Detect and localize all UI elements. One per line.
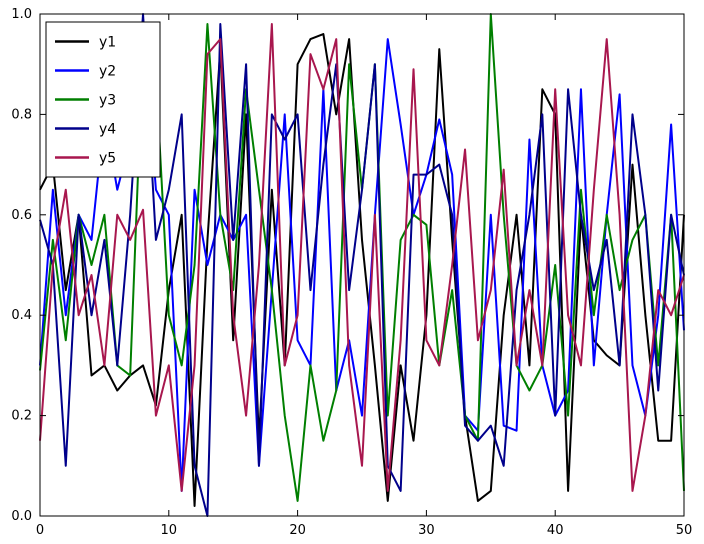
x-tick-label: 10 bbox=[161, 523, 178, 538]
x-tick-label: 30 bbox=[418, 523, 435, 538]
legend-label-y5: y5 bbox=[99, 151, 116, 167]
x-tick-label: 50 bbox=[676, 523, 693, 538]
y-tick-label: 0.6 bbox=[11, 208, 32, 223]
y-tick-label: 0.4 bbox=[11, 308, 32, 323]
y-tick-label: 1.0 bbox=[11, 7, 32, 22]
x-tick-label: 20 bbox=[289, 523, 306, 538]
x-tick-label: 0 bbox=[36, 523, 44, 538]
legend-label-y2: y2 bbox=[99, 64, 116, 80]
series-line-y5 bbox=[39, 23, 685, 492]
x-tick-label: 40 bbox=[547, 523, 564, 538]
legend-label-y1: y1 bbox=[99, 35, 116, 51]
axes-frame bbox=[39, 13, 685, 517]
legend-label-y4: y4 bbox=[99, 122, 116, 138]
y-tick-label: 0.0 bbox=[11, 509, 32, 524]
y-tick-label: 0.2 bbox=[11, 409, 32, 424]
legend-label-y3: y3 bbox=[99, 93, 116, 109]
series-line-y1 bbox=[39, 33, 685, 507]
y-tick-label: 0.8 bbox=[11, 107, 32, 122]
